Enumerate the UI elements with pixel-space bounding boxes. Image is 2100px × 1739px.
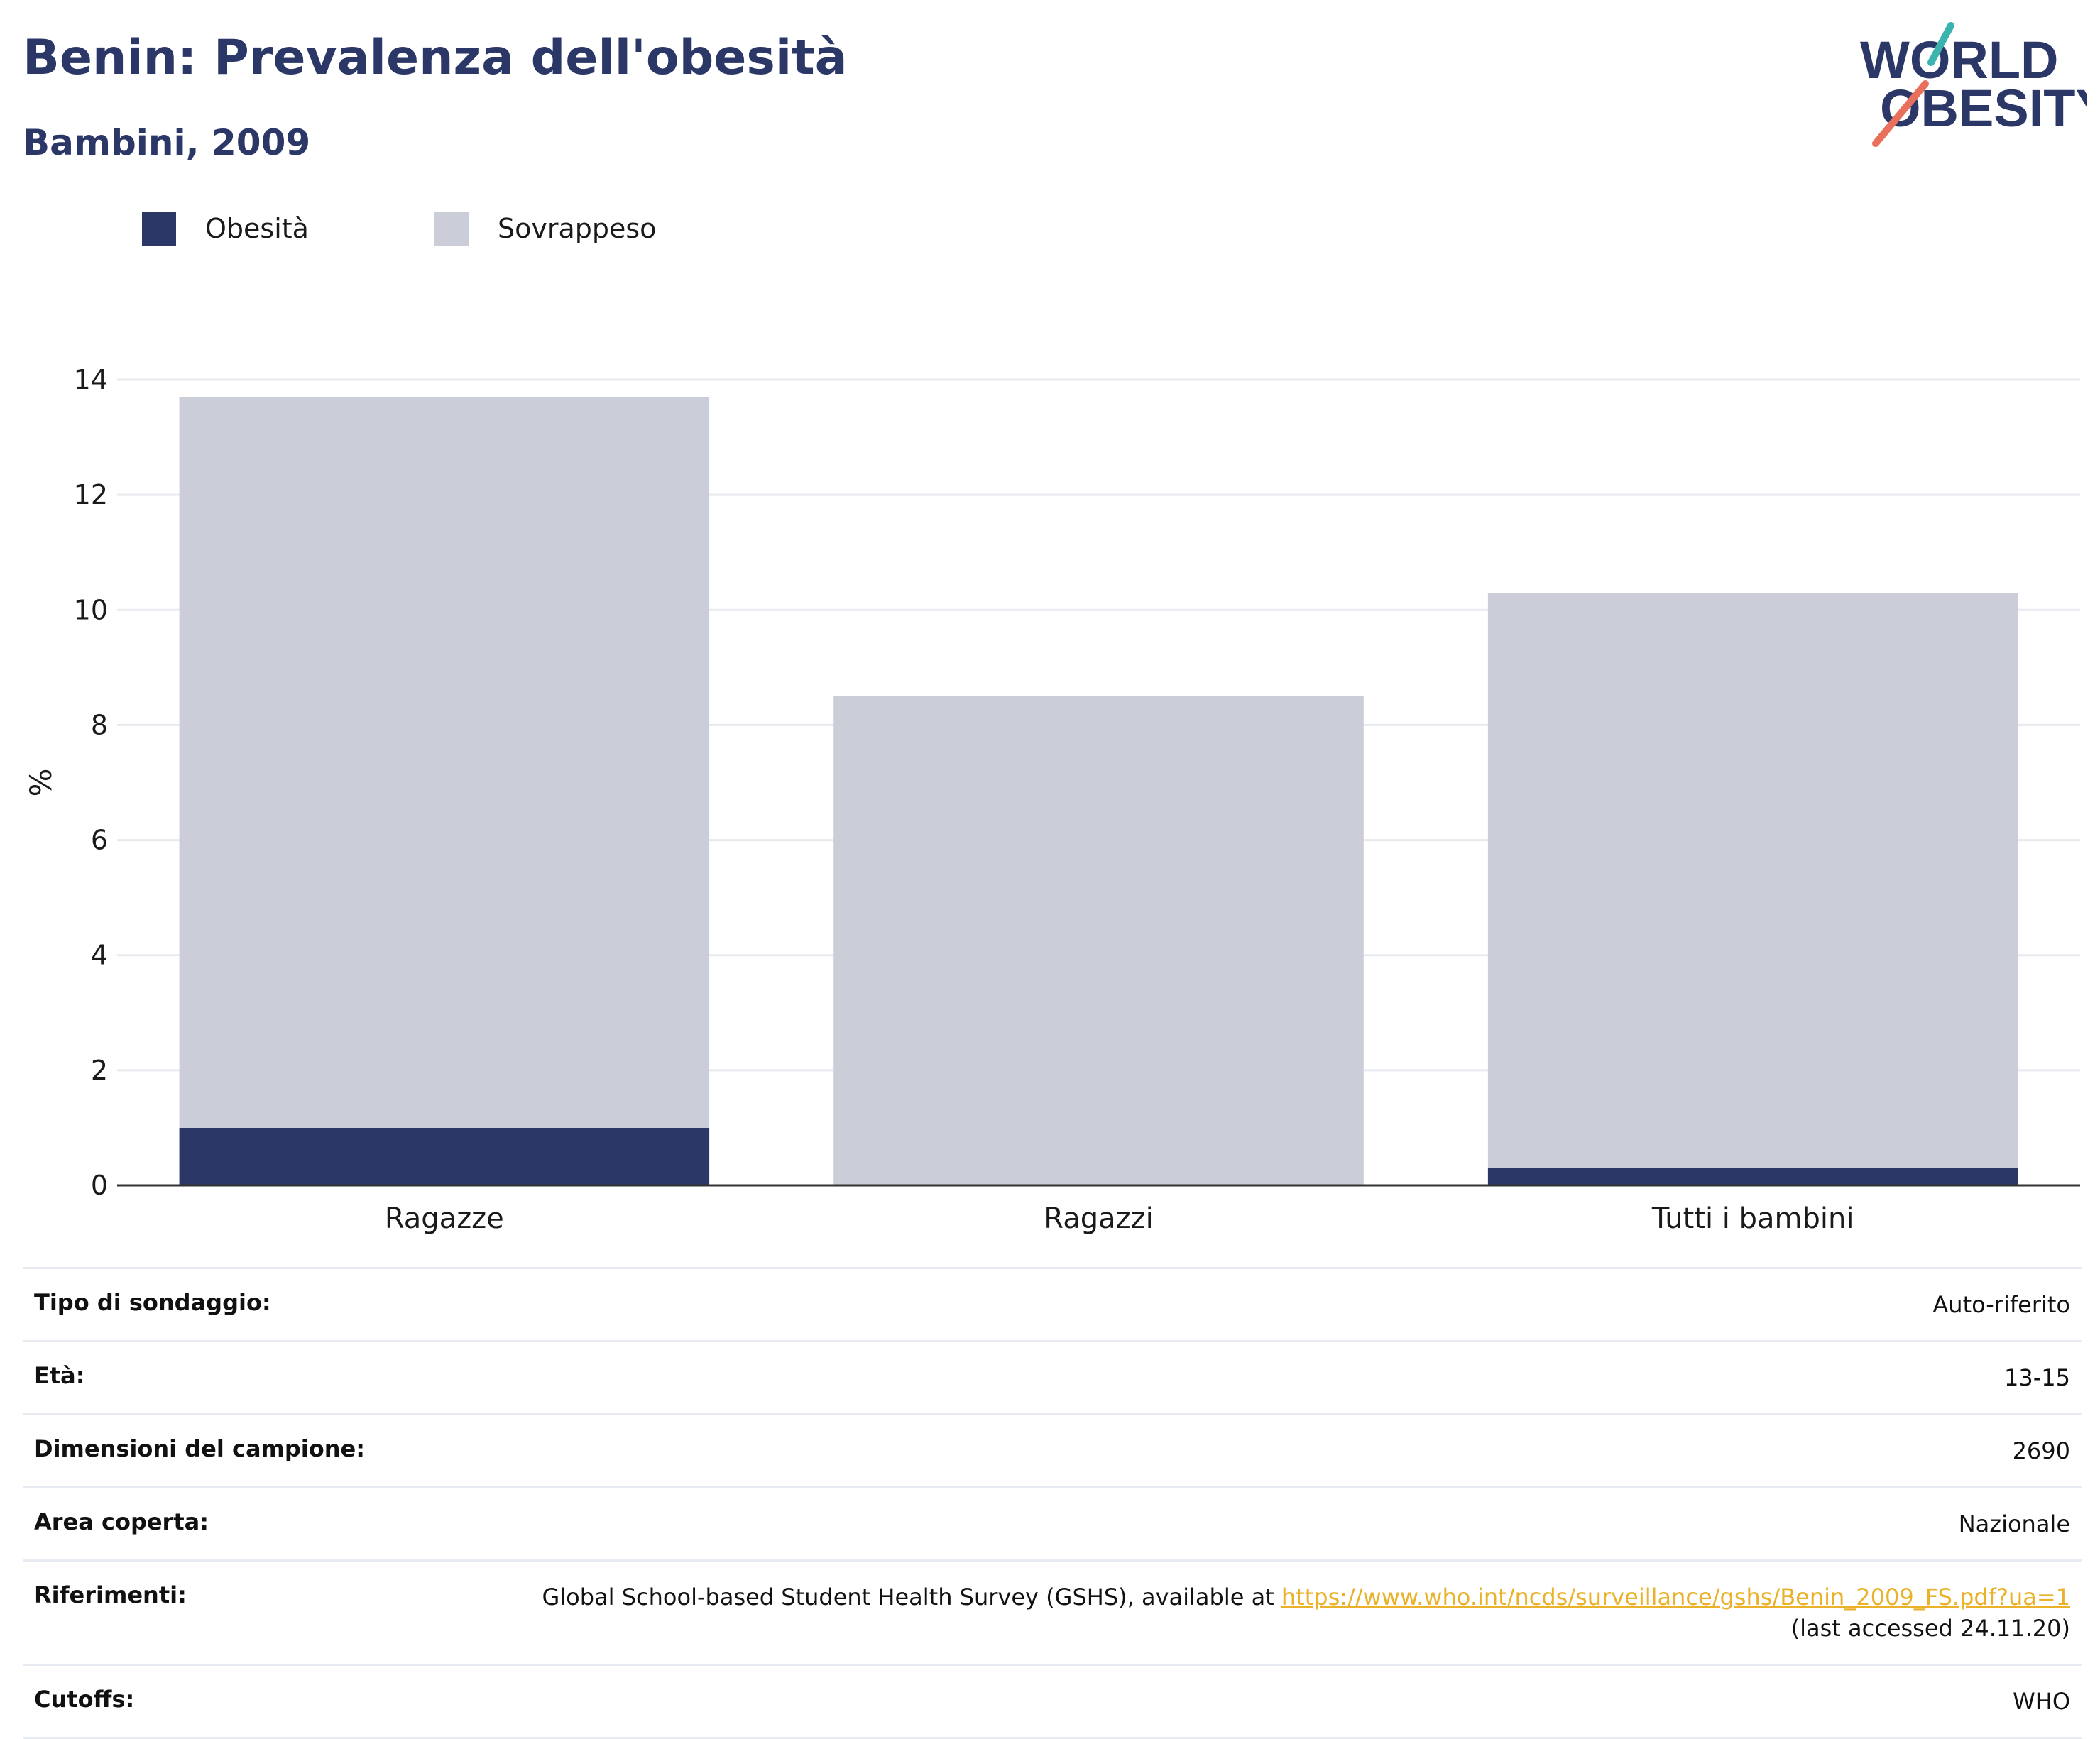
legend-swatch-obesity [142,212,176,246]
info-value-area: Nazionale [1958,1510,2070,1537]
info-value-cutoffs: WHO [2013,1688,2070,1715]
world-obesity-logo: WORLD OBESITY [1860,22,2087,147]
y-tick-label: 10 [74,594,108,625]
references-text: Global School-based Student Health Surve… [542,1584,1281,1611]
info-value-references: Global School-based Student Health Surve… [460,1581,2070,1644]
info-label-area: Area coperta: [34,1508,209,1535]
bar-overweight-1 [833,696,1364,1185]
bar-overweight-2 [1487,592,2018,1168]
logo-slash-coral [1872,80,1929,147]
info-row-age: Età: 13-15 [23,1340,2082,1413]
references-link[interactable]: https://www.who.int/ncds/surveillance/gs… [1281,1584,2070,1611]
info-row-area: Area coperta: Nazionale [23,1486,2082,1559]
y-tick-label: 12 [74,479,108,510]
info-label-sample-size: Dimensioni del campione: [34,1435,366,1462]
info-label-age: Età: [34,1362,85,1389]
logo-slash-teal [1927,22,1954,66]
legend-label-overweight: Sovrappeso [498,213,657,244]
y-tick-label: 6 [91,825,108,856]
info-row-sample-size: Dimensioni del campione: 2690 [23,1413,2082,1486]
info-label-survey-type: Tipo di sondaggio: [34,1289,271,1316]
survey-info-table: Tipo di sondaggio: Auto-riferito Età: 13… [23,1267,2082,1739]
y-tick-label: 0 [91,1170,108,1201]
x-tick-label: Tutti i bambini [1651,1202,1854,1235]
y-tick-label: 8 [91,709,108,740]
stacked-bar-chart: 0 2 4 6 8 10 12 14% Ragazze Ragazzi Tutti i bambin… [23,364,2080,1235]
info-label-references: Riferimenti: [34,1581,187,1608]
y-axis-label: % [23,769,58,797]
bar-obesity-2 [1487,1168,2018,1185]
info-value-survey-type: Auto-riferito [1932,1291,2070,1318]
info-label-cutoffs: Cutoffs: [34,1686,135,1713]
page-subtitle: Bambini, 2009 [23,122,311,163]
logo-line1: WORLD [1860,31,2059,89]
bar-overweight-0 [179,397,710,1128]
y-tick-label: 2 [91,1055,108,1086]
info-value-sample-size: 2690 [2012,1437,2070,1464]
page-title: Benin: Prevalenza dell'obesità [23,30,848,86]
info-value-age: 13-15 [2004,1364,2070,1391]
legend-swatch-overweight [434,212,469,246]
logo-line2: OBESITY [1880,79,2087,138]
y-tick-label: 4 [91,940,108,971]
legend-label-obesity: Obesità [205,213,309,244]
y-tick-label: 14 [74,364,108,395]
x-tick-label: Ragazzi [1044,1202,1153,1235]
references-accessed: (last accessed 24.11.20) [1790,1615,2070,1642]
info-row-survey-type: Tipo di sondaggio: Auto-riferito [23,1267,2082,1340]
bar-obesity-0 [179,1127,710,1185]
x-tick-label: Ragazze [385,1202,504,1235]
info-row-cutoffs: Cutoffs: WHO [23,1664,2082,1739]
info-row-references: Riferimenti: Global School-based Student… [23,1559,2082,1664]
